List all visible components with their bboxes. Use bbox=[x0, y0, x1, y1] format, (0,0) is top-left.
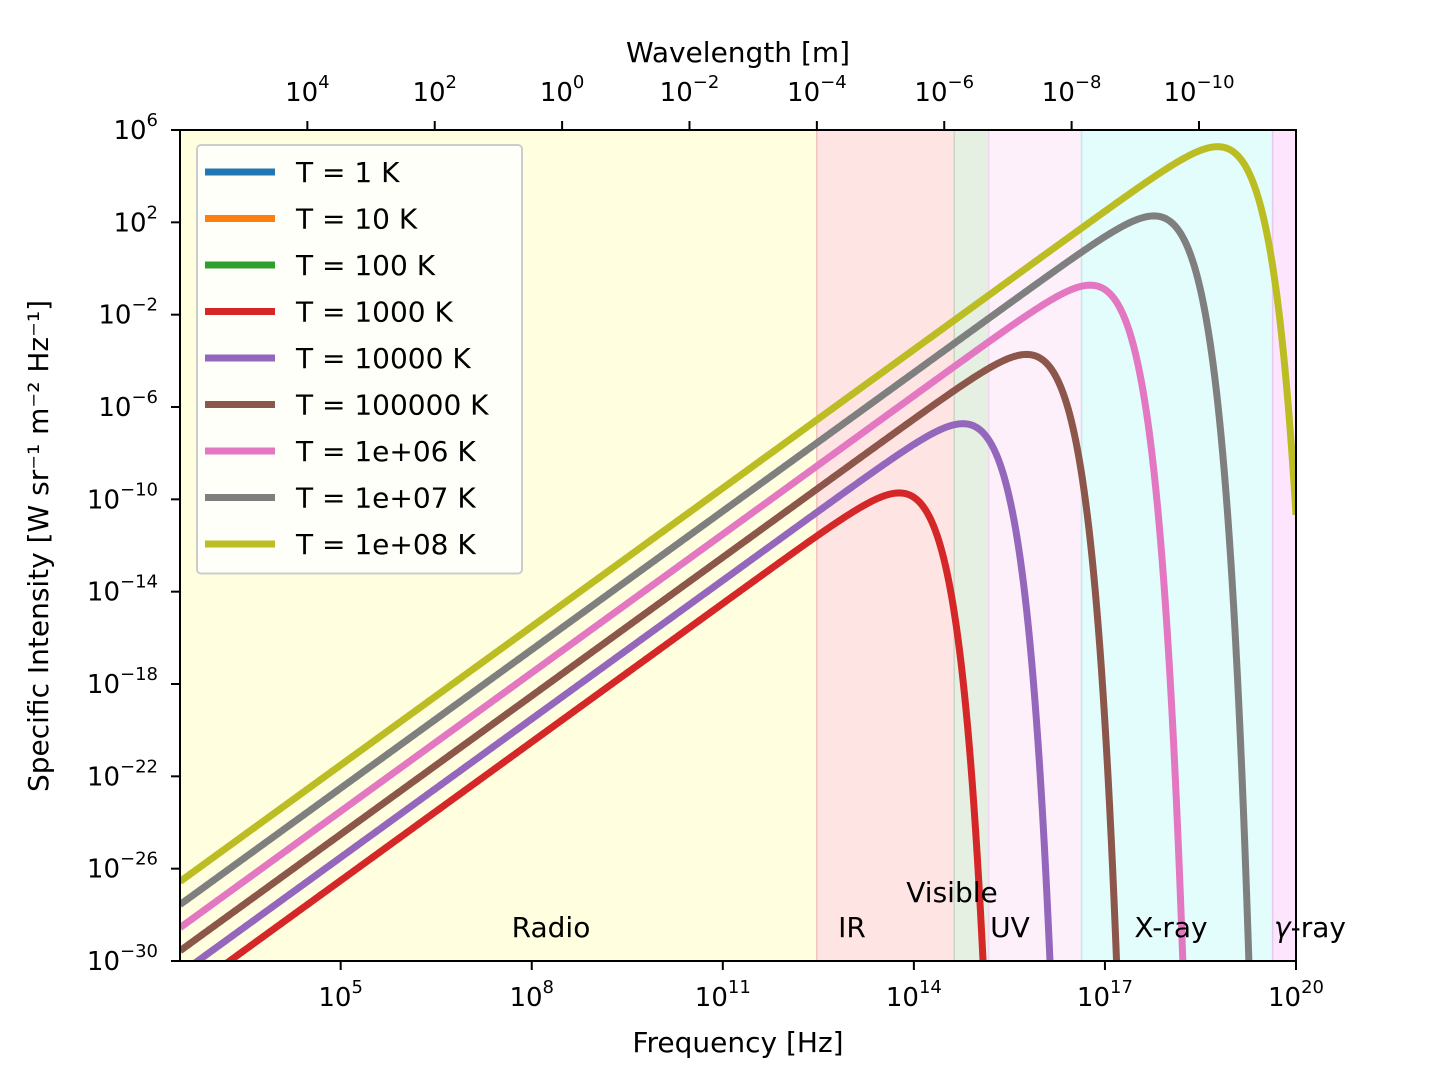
top-tick-label: 10−4 bbox=[787, 72, 847, 108]
y-tick-label: 10−22 bbox=[87, 756, 158, 792]
y-tick-label: 10−30 bbox=[87, 941, 158, 977]
y-tick-label: 10−26 bbox=[87, 849, 158, 885]
curve-t-1e-06-k bbox=[180, 281, 1187, 961]
legend: T = 1 K T = 10 K T = 100 K T = 1000 K T = 10… bbox=[196, 144, 523, 575]
region-label-x-ray: X-ray bbox=[1134, 911, 1207, 944]
region-uv bbox=[988, 130, 1083, 961]
top-axis-label: Wavelength [m] bbox=[626, 36, 850, 69]
curve-t-1e-08-k bbox=[180, 143, 1296, 885]
legend-label: T = 1000 K bbox=[295, 296, 454, 329]
plot-frame bbox=[179, 129, 1297, 962]
legend-label: T = 10 K bbox=[295, 203, 418, 236]
y-tick-label: 10−10 bbox=[87, 479, 158, 515]
region-label-ray: γ-ray bbox=[1274, 911, 1346, 944]
legend-label: T = 1 K bbox=[295, 156, 400, 189]
y-tick-label: 10−2 bbox=[98, 295, 158, 331]
curve-t-10000-k bbox=[191, 420, 1054, 961]
region-label-ir: IR bbox=[838, 911, 866, 944]
y-axis-label: Specific Intensity [W sr⁻¹ m⁻² Hz⁻¹] bbox=[22, 300, 55, 792]
region-label-uv: UV bbox=[990, 911, 1030, 944]
y-tick-label: 106 bbox=[113, 110, 158, 146]
top-tick-label: 102 bbox=[412, 72, 457, 108]
y-tick-label: 102 bbox=[113, 202, 158, 238]
region-label-visible: Visible bbox=[906, 876, 997, 909]
legend-label: T = 1e+07 K bbox=[295, 482, 476, 515]
x-tick-label: 108 bbox=[509, 977, 554, 1013]
x-tick-label: 1014 bbox=[886, 977, 942, 1013]
legend-label: T = 1e+08 K bbox=[295, 528, 476, 561]
region-ir bbox=[816, 130, 955, 961]
legend-label: T = 100000 K bbox=[295, 389, 489, 422]
region-visible bbox=[953, 130, 990, 961]
x-axis-label: Frequency [Hz] bbox=[632, 1026, 843, 1059]
curve-t-1e-07-k bbox=[180, 212, 1253, 961]
curve-t-100000-k bbox=[180, 350, 1121, 961]
region-label-radio: Radio bbox=[512, 911, 591, 944]
top-tick-label: 10−8 bbox=[1042, 72, 1102, 108]
curves bbox=[180, 143, 1296, 961]
x-tick-label: 105 bbox=[318, 977, 363, 1013]
legend-label: T = 100 K bbox=[295, 249, 436, 282]
top-tick-label: 10−10 bbox=[1163, 72, 1234, 108]
y-tick-label: 10−6 bbox=[98, 387, 158, 423]
curve-t-1000-k bbox=[223, 489, 987, 961]
legend-label: T = 10000 K bbox=[295, 342, 471, 375]
y-tick-label: 10−18 bbox=[87, 664, 158, 700]
region-ray bbox=[1271, 130, 1296, 961]
top-tick-label: 100 bbox=[540, 72, 585, 108]
top-tick-label: 104 bbox=[285, 72, 330, 108]
y-tick-label: 10−14 bbox=[87, 572, 158, 608]
legend-box bbox=[196, 144, 523, 575]
x-tick-label: 1020 bbox=[1268, 977, 1324, 1013]
legend-label: T = 1e+06 K bbox=[295, 435, 476, 468]
x-tick-label: 1011 bbox=[695, 977, 751, 1013]
axes: 105 108 1011 1014 1017 1020 106 102 10−2 10−6 10−1… bbox=[87, 72, 1324, 1013]
top-tick-label: 10−2 bbox=[660, 72, 720, 108]
top-tick-label: 10−6 bbox=[914, 72, 974, 108]
x-tick-label: 1017 bbox=[1077, 977, 1133, 1013]
